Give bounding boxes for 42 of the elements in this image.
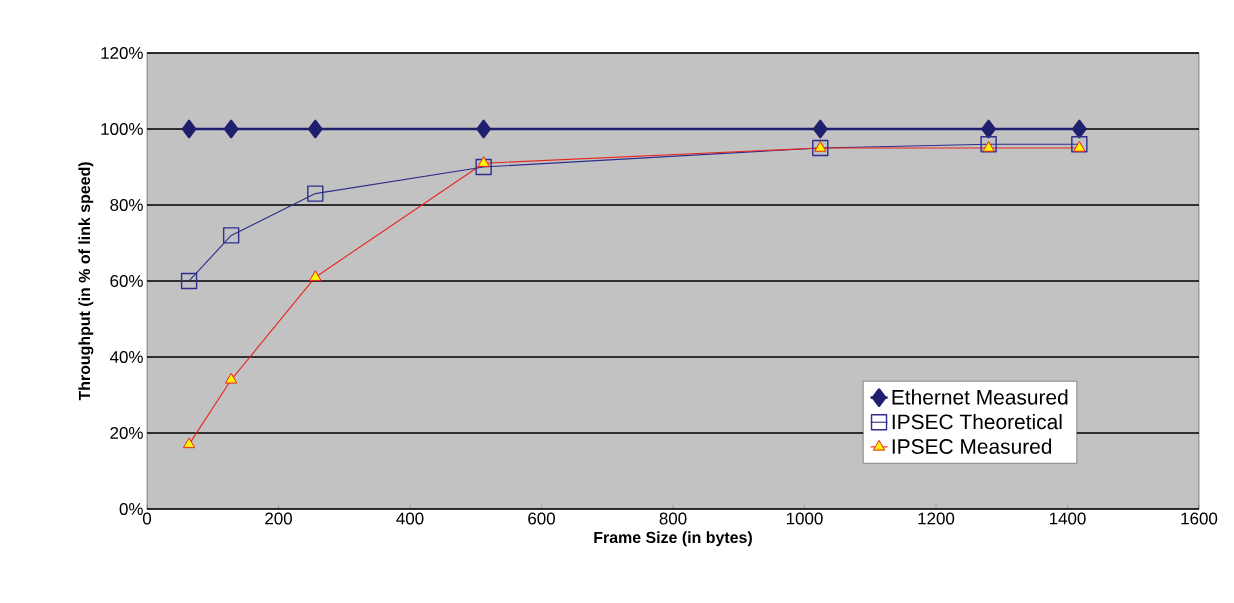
point <box>814 141 827 152</box>
point <box>982 141 995 152</box>
legend-label: Ethernet Measured <box>892 389 1068 405</box>
x-tick-label: 1400 <box>1049 512 1086 525</box>
point <box>225 372 238 384</box>
y-tick-label: 100% <box>101 123 143 135</box>
point <box>812 119 828 139</box>
x-tick-label: 800 <box>659 512 687 525</box>
point <box>476 119 491 139</box>
x-tick-label: 0 <box>142 512 152 525</box>
point <box>812 139 829 157</box>
y-tick-label: 0% <box>119 503 143 515</box>
point <box>477 156 490 167</box>
legend-label: IPSEC Measured <box>892 438 1052 454</box>
point <box>475 158 492 176</box>
point <box>981 119 996 139</box>
x-tick-label: 1000 <box>786 512 823 525</box>
y-tick-label: 40% <box>109 351 143 363</box>
x-tick-label: 200 <box>265 512 292 525</box>
y-axis-title: Throughput (in % of link speed) <box>78 162 94 401</box>
y-tick-label: 20% <box>110 427 143 439</box>
y-tick-label: 60% <box>110 275 143 287</box>
point <box>980 136 997 153</box>
x-tick-label: 400 <box>396 512 424 525</box>
point <box>309 270 322 281</box>
point <box>307 185 324 202</box>
point <box>223 119 239 139</box>
x-tick-label: 1200 <box>918 512 955 525</box>
x-tick-label: 600 <box>528 512 555 525</box>
x-axis-title: Frame Size (in bytes) <box>594 531 752 547</box>
point <box>180 272 198 290</box>
point <box>1071 136 1088 153</box>
point <box>182 437 196 449</box>
point <box>222 227 240 244</box>
point <box>181 119 197 139</box>
y-tick-label: 120% <box>101 47 143 59</box>
point <box>308 119 323 139</box>
y-tick-label: 80% <box>110 199 143 211</box>
x-tick-label: 1600 <box>1181 512 1218 525</box>
legend-label: IPSEC Theoretical <box>892 413 1062 430</box>
point <box>1072 119 1087 139</box>
point <box>1073 141 1086 152</box>
